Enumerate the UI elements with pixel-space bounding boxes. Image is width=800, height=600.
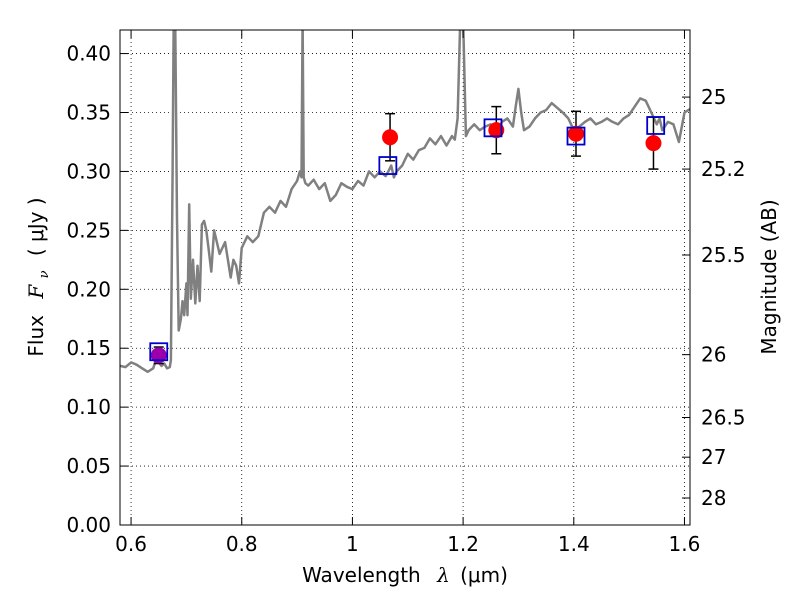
y-tick-label: 0.35 <box>66 101 111 125</box>
magnitude-tick-label: 27 <box>701 445 726 469</box>
y-tick-label: 0.30 <box>66 159 111 183</box>
magnitude-tick-label: 26 <box>701 343 726 367</box>
magnitude-tick-label: 25 <box>701 85 726 109</box>
model-point <box>378 156 398 175</box>
model-points <box>149 116 666 362</box>
x-axis-title-text: Wavelength <box>302 563 421 587</box>
magnitude-tick-label: 25.5 <box>701 243 746 267</box>
model-point <box>149 342 169 362</box>
x-axis-title-unit: (μm) <box>460 563 508 587</box>
grid-lines <box>120 30 690 525</box>
observed-point <box>568 125 584 142</box>
model-point <box>483 118 503 138</box>
model-point <box>646 116 666 135</box>
observed-point <box>150 347 167 364</box>
x-tick-label: 0.6 <box>115 532 147 556</box>
y-tick-label: 0.05 <box>66 454 111 478</box>
magnitude-axis-title: Magnitude (AB) <box>757 199 781 354</box>
y-axis-title: Flux F ν ( μJy ) <box>24 197 53 356</box>
plot-frame <box>119 29 691 526</box>
x-tick-label: 1 <box>346 532 359 556</box>
model-point <box>566 126 586 146</box>
magnitude-axis-ticks: 25 25.2 25.5 26 26.5 27 28 <box>682 85 746 510</box>
observed-point <box>382 129 399 146</box>
x-axis-title-symbol: λ <box>436 563 450 587</box>
x-axis-title: Wavelength λ (μm) <box>302 563 508 587</box>
y-axis-title-subscript: ν <box>37 270 52 278</box>
x-tick-label: 0.8 <box>226 532 258 556</box>
y-tick-label: 0.15 <box>66 336 111 360</box>
magnitude-tick-label: 26.5 <box>701 406 746 430</box>
y-tick-label: 0.20 <box>66 277 111 301</box>
x-tick-label: 1.2 <box>447 532 479 556</box>
y-axis-title-symbol: F <box>24 284 48 300</box>
y-tick-label: 0.10 <box>66 395 111 419</box>
plot-background <box>120 30 690 525</box>
observed-points <box>150 122 662 364</box>
x-tick-label: 1.6 <box>669 532 701 556</box>
y-axis-ticks: 0.00 0.05 0.10 0.15 0.20 0.25 0.30 0.35 0.40 <box>66 42 128 537</box>
magnitude-tick-label: 25.2 <box>701 157 746 181</box>
y-tick-label: 0.00 <box>66 513 111 537</box>
y-tick-label: 0.25 <box>66 218 111 242</box>
magnitude-tick-label: 28 <box>701 486 726 510</box>
y-axis-title-unit: ( μJy ) <box>24 197 48 256</box>
y-tick-label: 0.40 <box>66 42 111 66</box>
observed-point <box>488 122 505 139</box>
y-axis-title-text: Flux <box>24 315 48 357</box>
x-tick-label: 1.4 <box>558 532 590 556</box>
x-axis-ticks: 0.6 0.8 1 1.2 1.4 1.6 <box>115 30 700 556</box>
observed-point <box>645 135 662 152</box>
